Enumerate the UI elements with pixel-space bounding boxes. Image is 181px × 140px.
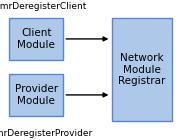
Text: Provider
Module: Provider Module: [15, 84, 58, 106]
Text: Network
Module
Registrar: Network Module Registrar: [118, 53, 166, 86]
Text: NmrDeregisterProvider: NmrDeregisterProvider: [0, 129, 92, 138]
Text: Client
Module: Client Module: [17, 28, 55, 50]
FancyBboxPatch shape: [9, 18, 63, 60]
FancyBboxPatch shape: [9, 74, 63, 116]
FancyBboxPatch shape: [112, 18, 172, 121]
Text: NmrDeregisterClient: NmrDeregisterClient: [0, 2, 87, 11]
